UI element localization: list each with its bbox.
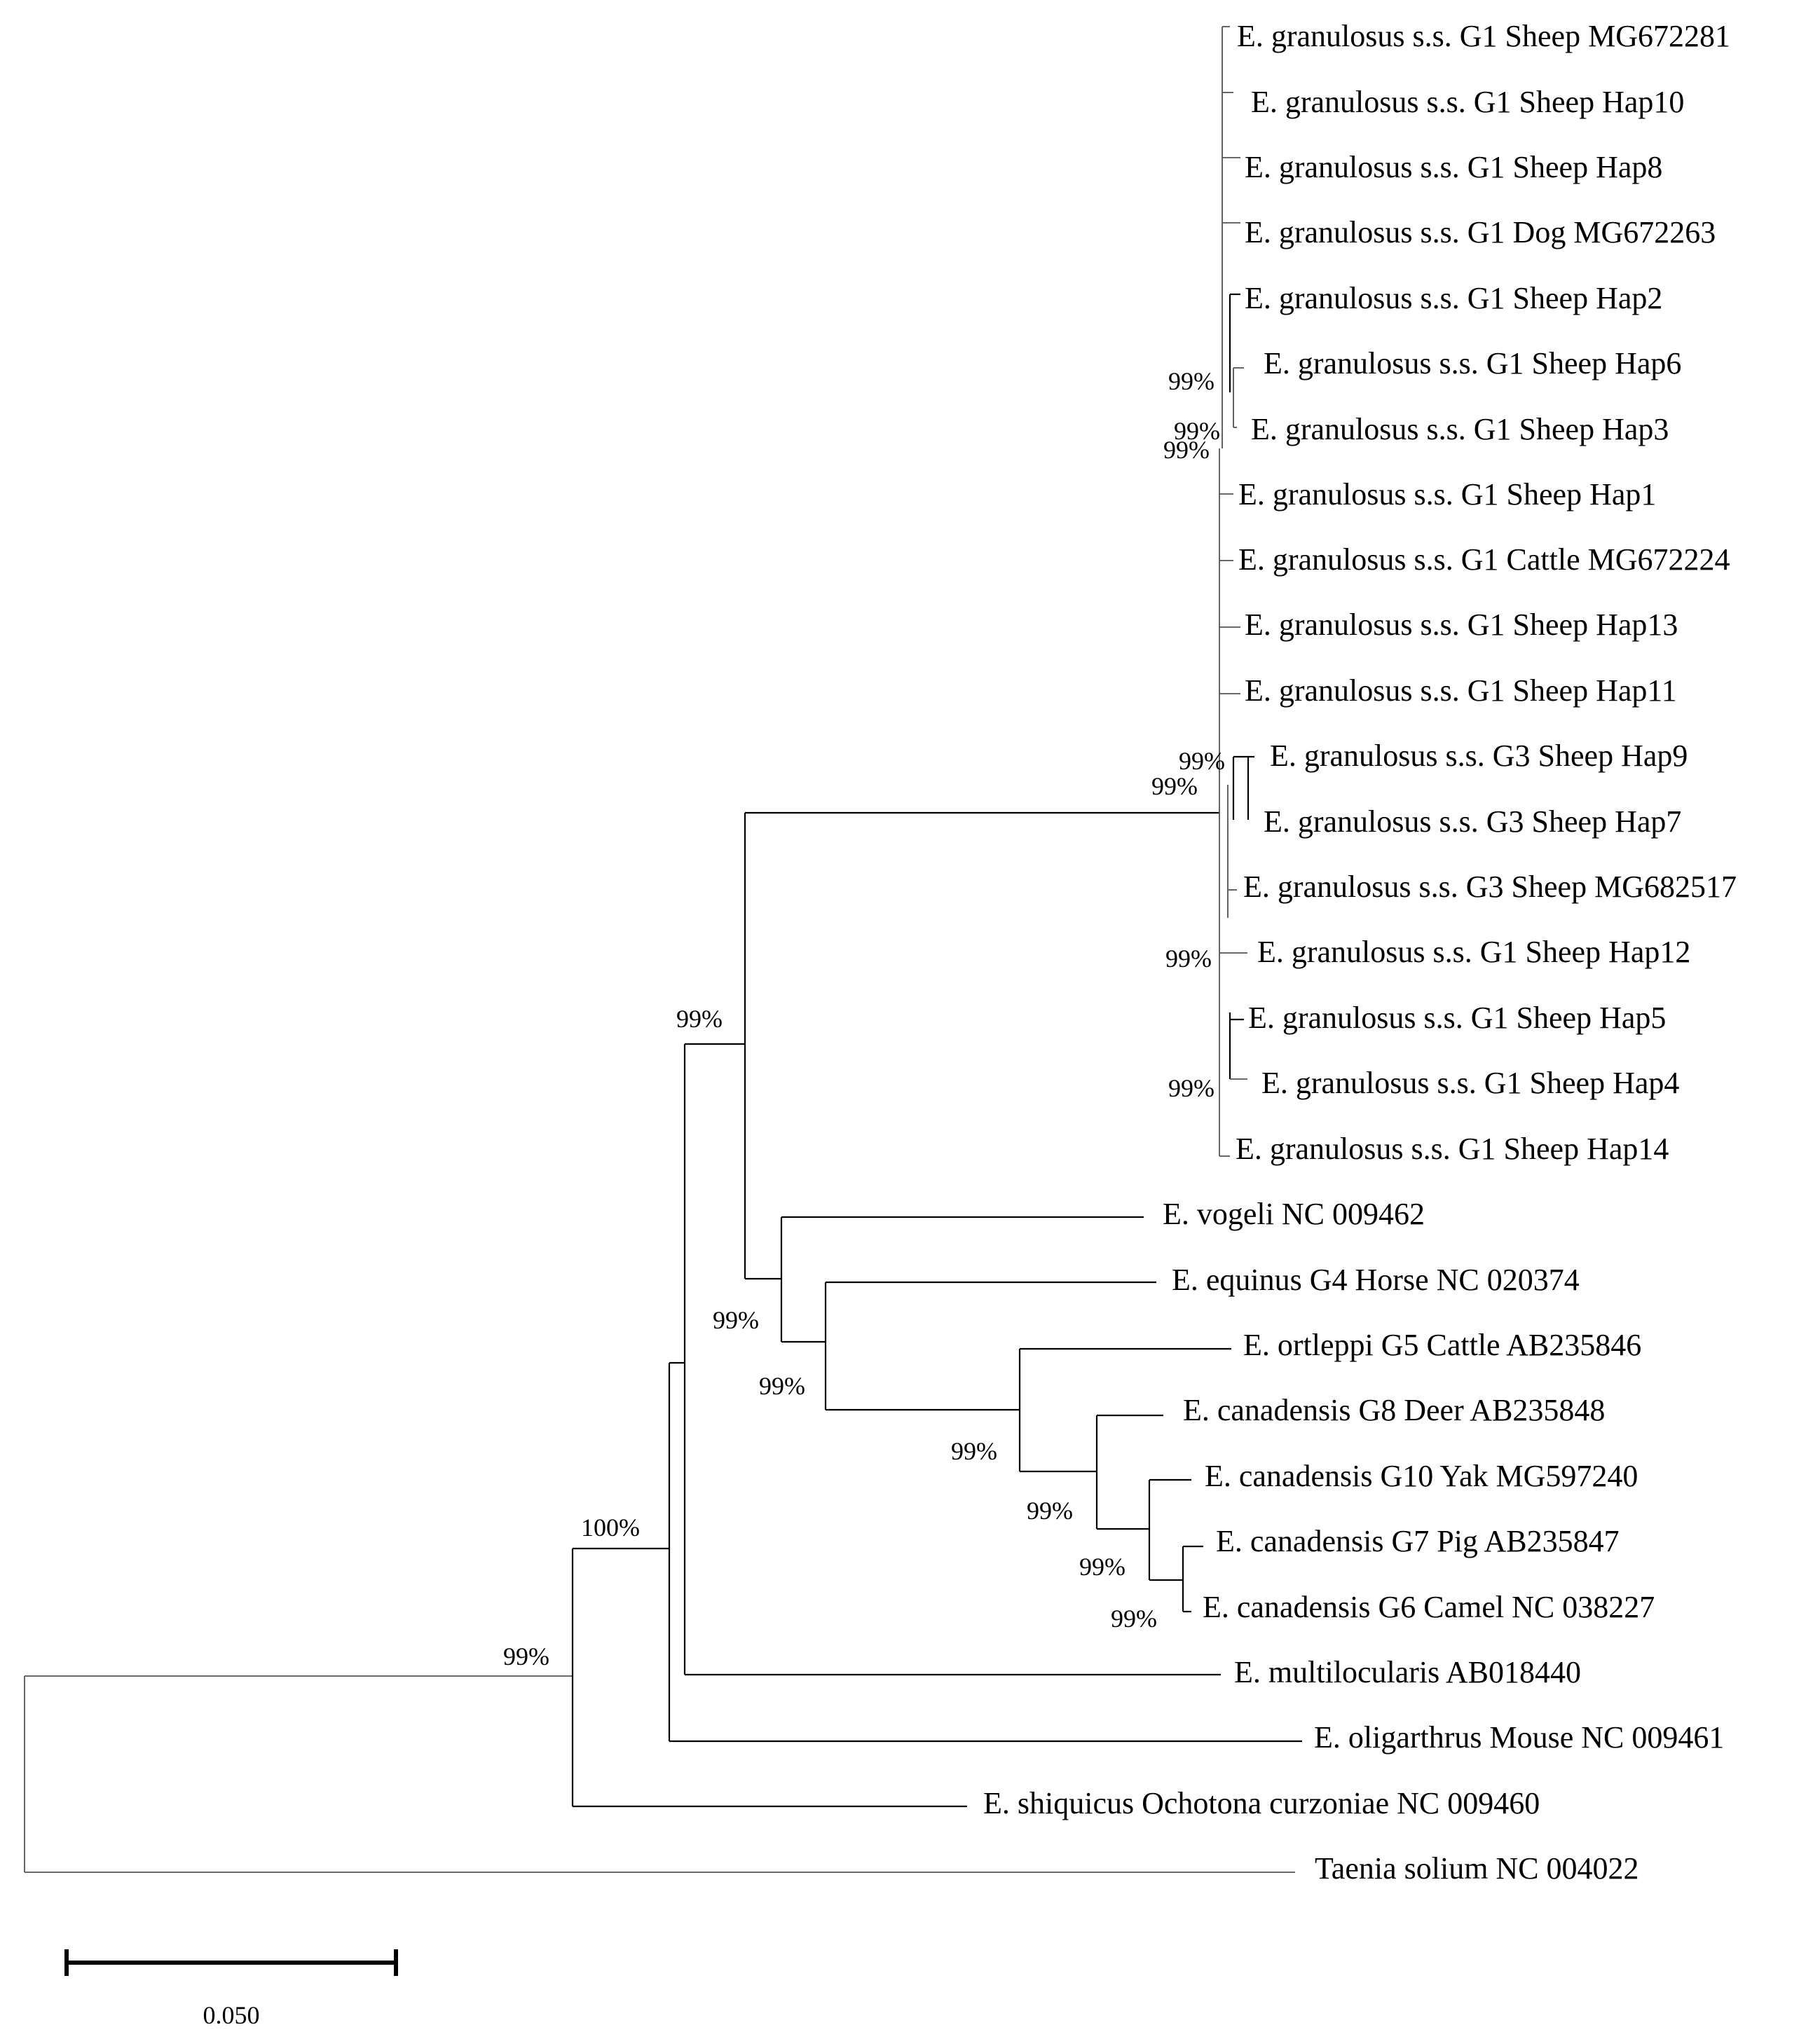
bootstrap-hap6-clade: 99% <box>1168 367 1215 395</box>
taxon-label: E. ortleppi G5 Cattle AB235846 <box>1243 1328 1641 1362</box>
taxon-label: E. granulosus s.s. G1 Sheep Hap13 <box>1245 607 1678 642</box>
bootstrap-canadensis-g8: 99% <box>1027 1497 1073 1525</box>
tree-branches <box>24 26 1302 1873</box>
taxon-label: E. canadensis G10 Yak MG597240 <box>1205 1459 1638 1493</box>
taxon-label: E. granulosus s.s. G1 Sheep Hap6 <box>1264 346 1681 380</box>
taxon-label: E. granulosus s.s. G3 Sheep Hap9 <box>1270 739 1688 773</box>
taxon-label: E. multilocularis AB018440 <box>1234 1655 1581 1689</box>
taxon-label: E. granulosus s.s. G1 Sheep Hap10 <box>1251 85 1684 119</box>
bootstrap-hap2-clade: 99% <box>1174 417 1220 445</box>
taxon-label: E. granulosus s.s. G1 Sheep Hap2 <box>1245 281 1662 315</box>
taxon-label: E. granulosus s.s. G1 Sheep Hap1 <box>1238 477 1656 512</box>
bootstrap-canadensis-g10: 99% <box>1079 1553 1125 1581</box>
taxon-label: E. granulosus s.s. G1 Sheep Hap5 <box>1248 1001 1666 1035</box>
bootstrap-granulosus-clade: 99% <box>676 1005 723 1033</box>
taxon-label: E. oligarthrus Mouse NC 009461 <box>1314 1720 1724 1755</box>
taxon-label: E. granulosus s.s. G1 Sheep Hap4 <box>1261 1066 1679 1100</box>
bootstrap-g3-hap9-hap7: 99% <box>1179 747 1225 775</box>
bootstrap-hap12: 99% <box>1165 945 1212 973</box>
bootstrap-node-100: 100% <box>581 1513 640 1542</box>
taxon-label: E. canadensis G6 Camel NC 038227 <box>1203 1590 1655 1624</box>
taxon-label: E. granulosus s.s. G1 Sheep Hap12 <box>1257 935 1690 969</box>
taxon-label: E. vogeli NC 009462 <box>1163 1197 1425 1231</box>
bootstrap-canadensis-g7-g6: 99% <box>1111 1605 1157 1633</box>
taxon-label: E. granulosus s.s. G1 Sheep MG672281 <box>1237 19 1730 53</box>
bootstrap-values: 99% 99% 99% 99% 99% 99% 99% 99% 99% 99% … <box>503 367 1225 1670</box>
taxon-label: E. shiquicus Ochotona curzoniae NC 00946… <box>983 1786 1540 1820</box>
taxon-labels: E. granulosus s.s. G1 Sheep MG672281 E. … <box>983 19 1737 1886</box>
bootstrap-g3-clade: 99% <box>1151 772 1198 800</box>
taxon-label: E. granulosus s.s. G1 Cattle MG672224 <box>1238 542 1730 577</box>
taxon-label: E. granulosus s.s. G1 Sheep Hap11 <box>1245 673 1677 708</box>
bootstrap-granulosus-upper: 99% <box>1163 436 1210 464</box>
taxon-label: E. granulosus s.s. G1 Sheep Hap8 <box>1245 150 1662 184</box>
taxon-label: E. granulosus s.s. G1 Sheep Hap14 <box>1236 1132 1669 1166</box>
bootstrap-equinus-node: 99% <box>759 1372 805 1400</box>
scale-bar-label: 0.050 <box>203 2001 260 2029</box>
taxon-label: E. granulosus s.s. G3 Sheep Hap7 <box>1264 804 1681 839</box>
taxon-label: E. granulosus s.s. G1 Dog MG672263 <box>1245 215 1716 249</box>
bootstrap-hap5-hap4: 99% <box>1168 1074 1215 1102</box>
bootstrap-root-node: 99% <box>503 1642 549 1670</box>
taxon-label: E. canadensis G7 Pig AB235847 <box>1216 1524 1620 1558</box>
scale-bar: 0.050 <box>64 1949 398 2029</box>
bootstrap-vogeli-node: 99% <box>713 1306 759 1334</box>
taxon-label: E. granulosus s.s. G1 Sheep Hap3 <box>1251 412 1669 446</box>
taxon-label: E. canadensis G8 Deer AB235848 <box>1183 1393 1605 1427</box>
taxon-label: Taenia solium NC 004022 <box>1315 1851 1639 1886</box>
taxon-label: E. granulosus s.s. G3 Sheep MG682517 <box>1243 870 1737 904</box>
bootstrap-ortleppi-node: 99% <box>951 1437 997 1465</box>
taxon-label: E. equinus G4 Horse NC 020374 <box>1172 1263 1580 1297</box>
